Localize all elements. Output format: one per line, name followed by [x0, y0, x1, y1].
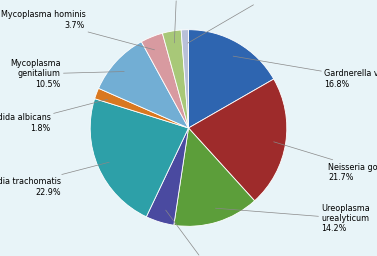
Text: Ureoplasma
urealyticum
14.2%: Ureoplasma urealyticum 14.2%: [215, 204, 370, 233]
Wedge shape: [90, 99, 188, 217]
Wedge shape: [188, 30, 274, 128]
Text: Mycoplasma
genitalium
10.5%: Mycoplasma genitalium 10.5%: [10, 59, 124, 89]
Wedge shape: [95, 88, 188, 128]
Wedge shape: [141, 33, 188, 128]
Wedge shape: [162, 30, 188, 128]
Wedge shape: [174, 128, 254, 226]
Wedge shape: [188, 79, 287, 201]
Text: HSV type-2
1.2%: HSV type-2 1.2%: [188, 0, 297, 43]
Text: Gardnerella vaginalis
16.8%: Gardnerella vaginalis 16.8%: [233, 56, 377, 89]
Text: Candida albicans
1.8%: Candida albicans 1.8%: [0, 99, 107, 133]
Wedge shape: [181, 30, 188, 128]
Text: Ureoplasma parvum
4.7%: Ureoplasma parvum 4.7%: [166, 210, 250, 256]
Text: Mycoplasma hominis
3.7%: Mycoplasma hominis 3.7%: [0, 10, 155, 50]
Text: Chlamydia trachomatis
22.9%: Chlamydia trachomatis 22.9%: [0, 162, 109, 197]
Text: Neisseria gonorroheae
21.7%: Neisseria gonorroheae 21.7%: [274, 142, 377, 182]
Text: Trichomonas vaginalis
3.1%: Trichomonas vaginalis 3.1%: [132, 0, 221, 43]
Wedge shape: [98, 42, 188, 128]
Wedge shape: [146, 128, 188, 225]
